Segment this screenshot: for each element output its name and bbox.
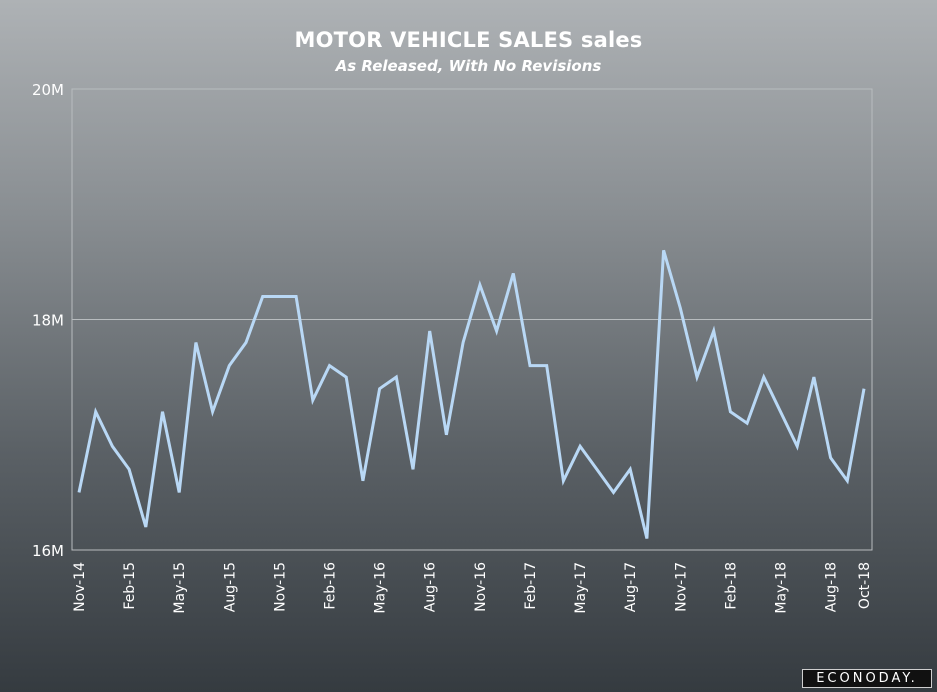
data-point xyxy=(395,376,398,379)
data-point xyxy=(545,364,548,367)
x-tick-label: May-15 xyxy=(172,562,188,614)
data-point xyxy=(863,387,866,390)
x-tick-label: May-16 xyxy=(373,562,389,614)
data-point xyxy=(445,433,448,436)
x-tick-label: Nov-14 xyxy=(72,562,88,612)
data-point xyxy=(829,456,832,459)
x-tick-label: May-18 xyxy=(773,562,789,614)
data-point xyxy=(94,410,97,413)
x-tick-label: Aug-15 xyxy=(222,562,238,612)
data-point xyxy=(128,468,131,471)
chart-title: MOTOR VEHICLE SALES sales xyxy=(294,28,643,52)
data-points xyxy=(78,249,866,540)
data-point xyxy=(345,376,348,379)
x-tick-label: Aug-17 xyxy=(623,562,639,612)
data-point xyxy=(512,272,515,275)
y-tick-label: 20M xyxy=(32,81,64,99)
data-point xyxy=(211,410,214,413)
data-point xyxy=(295,295,298,298)
econoday-logo: ECONODAY. xyxy=(802,669,932,688)
x-tick-label: Feb-17 xyxy=(523,562,539,610)
data-point xyxy=(662,249,665,252)
x-tick-label: Feb-15 xyxy=(122,562,138,610)
data-point xyxy=(378,387,381,390)
y-axis: 16M 18M 20M xyxy=(32,81,64,560)
data-point xyxy=(579,445,582,448)
data-point xyxy=(144,525,147,528)
data-point xyxy=(278,295,281,298)
x-tick-label: May-17 xyxy=(573,562,589,614)
x-tick-label: Nov-17 xyxy=(673,562,689,612)
data-point xyxy=(812,376,815,379)
data-point xyxy=(412,468,415,471)
x-tick-label: Feb-18 xyxy=(723,562,739,610)
data-point xyxy=(712,330,715,333)
x-tick-label: Nov-15 xyxy=(272,562,288,612)
x-axis: Nov-14 Feb-15 May-15 Aug-15 Nov-15 Feb-16 May-… xyxy=(72,562,873,614)
data-point xyxy=(245,341,248,344)
data-point xyxy=(462,341,465,344)
data-point xyxy=(779,410,782,413)
plot-area xyxy=(71,88,873,551)
data-point xyxy=(729,410,732,413)
data-point xyxy=(762,376,765,379)
data-point xyxy=(645,537,648,540)
data-point xyxy=(846,479,849,482)
data-point xyxy=(478,283,481,286)
data-point xyxy=(695,376,698,379)
data-point xyxy=(178,491,181,494)
y-tick-label: 16M xyxy=(32,542,64,560)
chart-subtitle: As Released, With No Revisions xyxy=(335,57,602,75)
series-layer xyxy=(77,249,866,539)
data-point xyxy=(679,306,682,309)
data-point xyxy=(746,422,749,425)
data-point xyxy=(361,479,364,482)
data-point xyxy=(428,330,431,333)
data-point xyxy=(562,479,565,482)
data-point xyxy=(261,295,264,298)
data-point xyxy=(111,445,114,448)
data-point xyxy=(528,364,531,367)
data-point xyxy=(328,364,331,367)
x-tick-label: Aug-18 xyxy=(824,562,840,612)
x-tick-label: Feb-16 xyxy=(323,562,339,610)
data-point xyxy=(796,445,799,448)
x-tick-label: Nov-16 xyxy=(473,562,489,612)
data-point xyxy=(228,364,231,367)
x-tick-label: Oct-18 xyxy=(857,562,873,609)
data-point xyxy=(78,491,81,494)
data-point xyxy=(194,341,197,344)
data-point xyxy=(495,330,498,333)
data-point xyxy=(629,468,632,471)
gridlines xyxy=(72,88,872,551)
y-tick-label: 18M xyxy=(32,312,64,330)
data-point xyxy=(161,410,164,413)
data-point xyxy=(612,491,615,494)
x-tick-label: Aug-16 xyxy=(423,562,439,612)
data-point xyxy=(595,468,598,471)
data-point xyxy=(311,399,314,402)
series-line xyxy=(77,249,866,539)
